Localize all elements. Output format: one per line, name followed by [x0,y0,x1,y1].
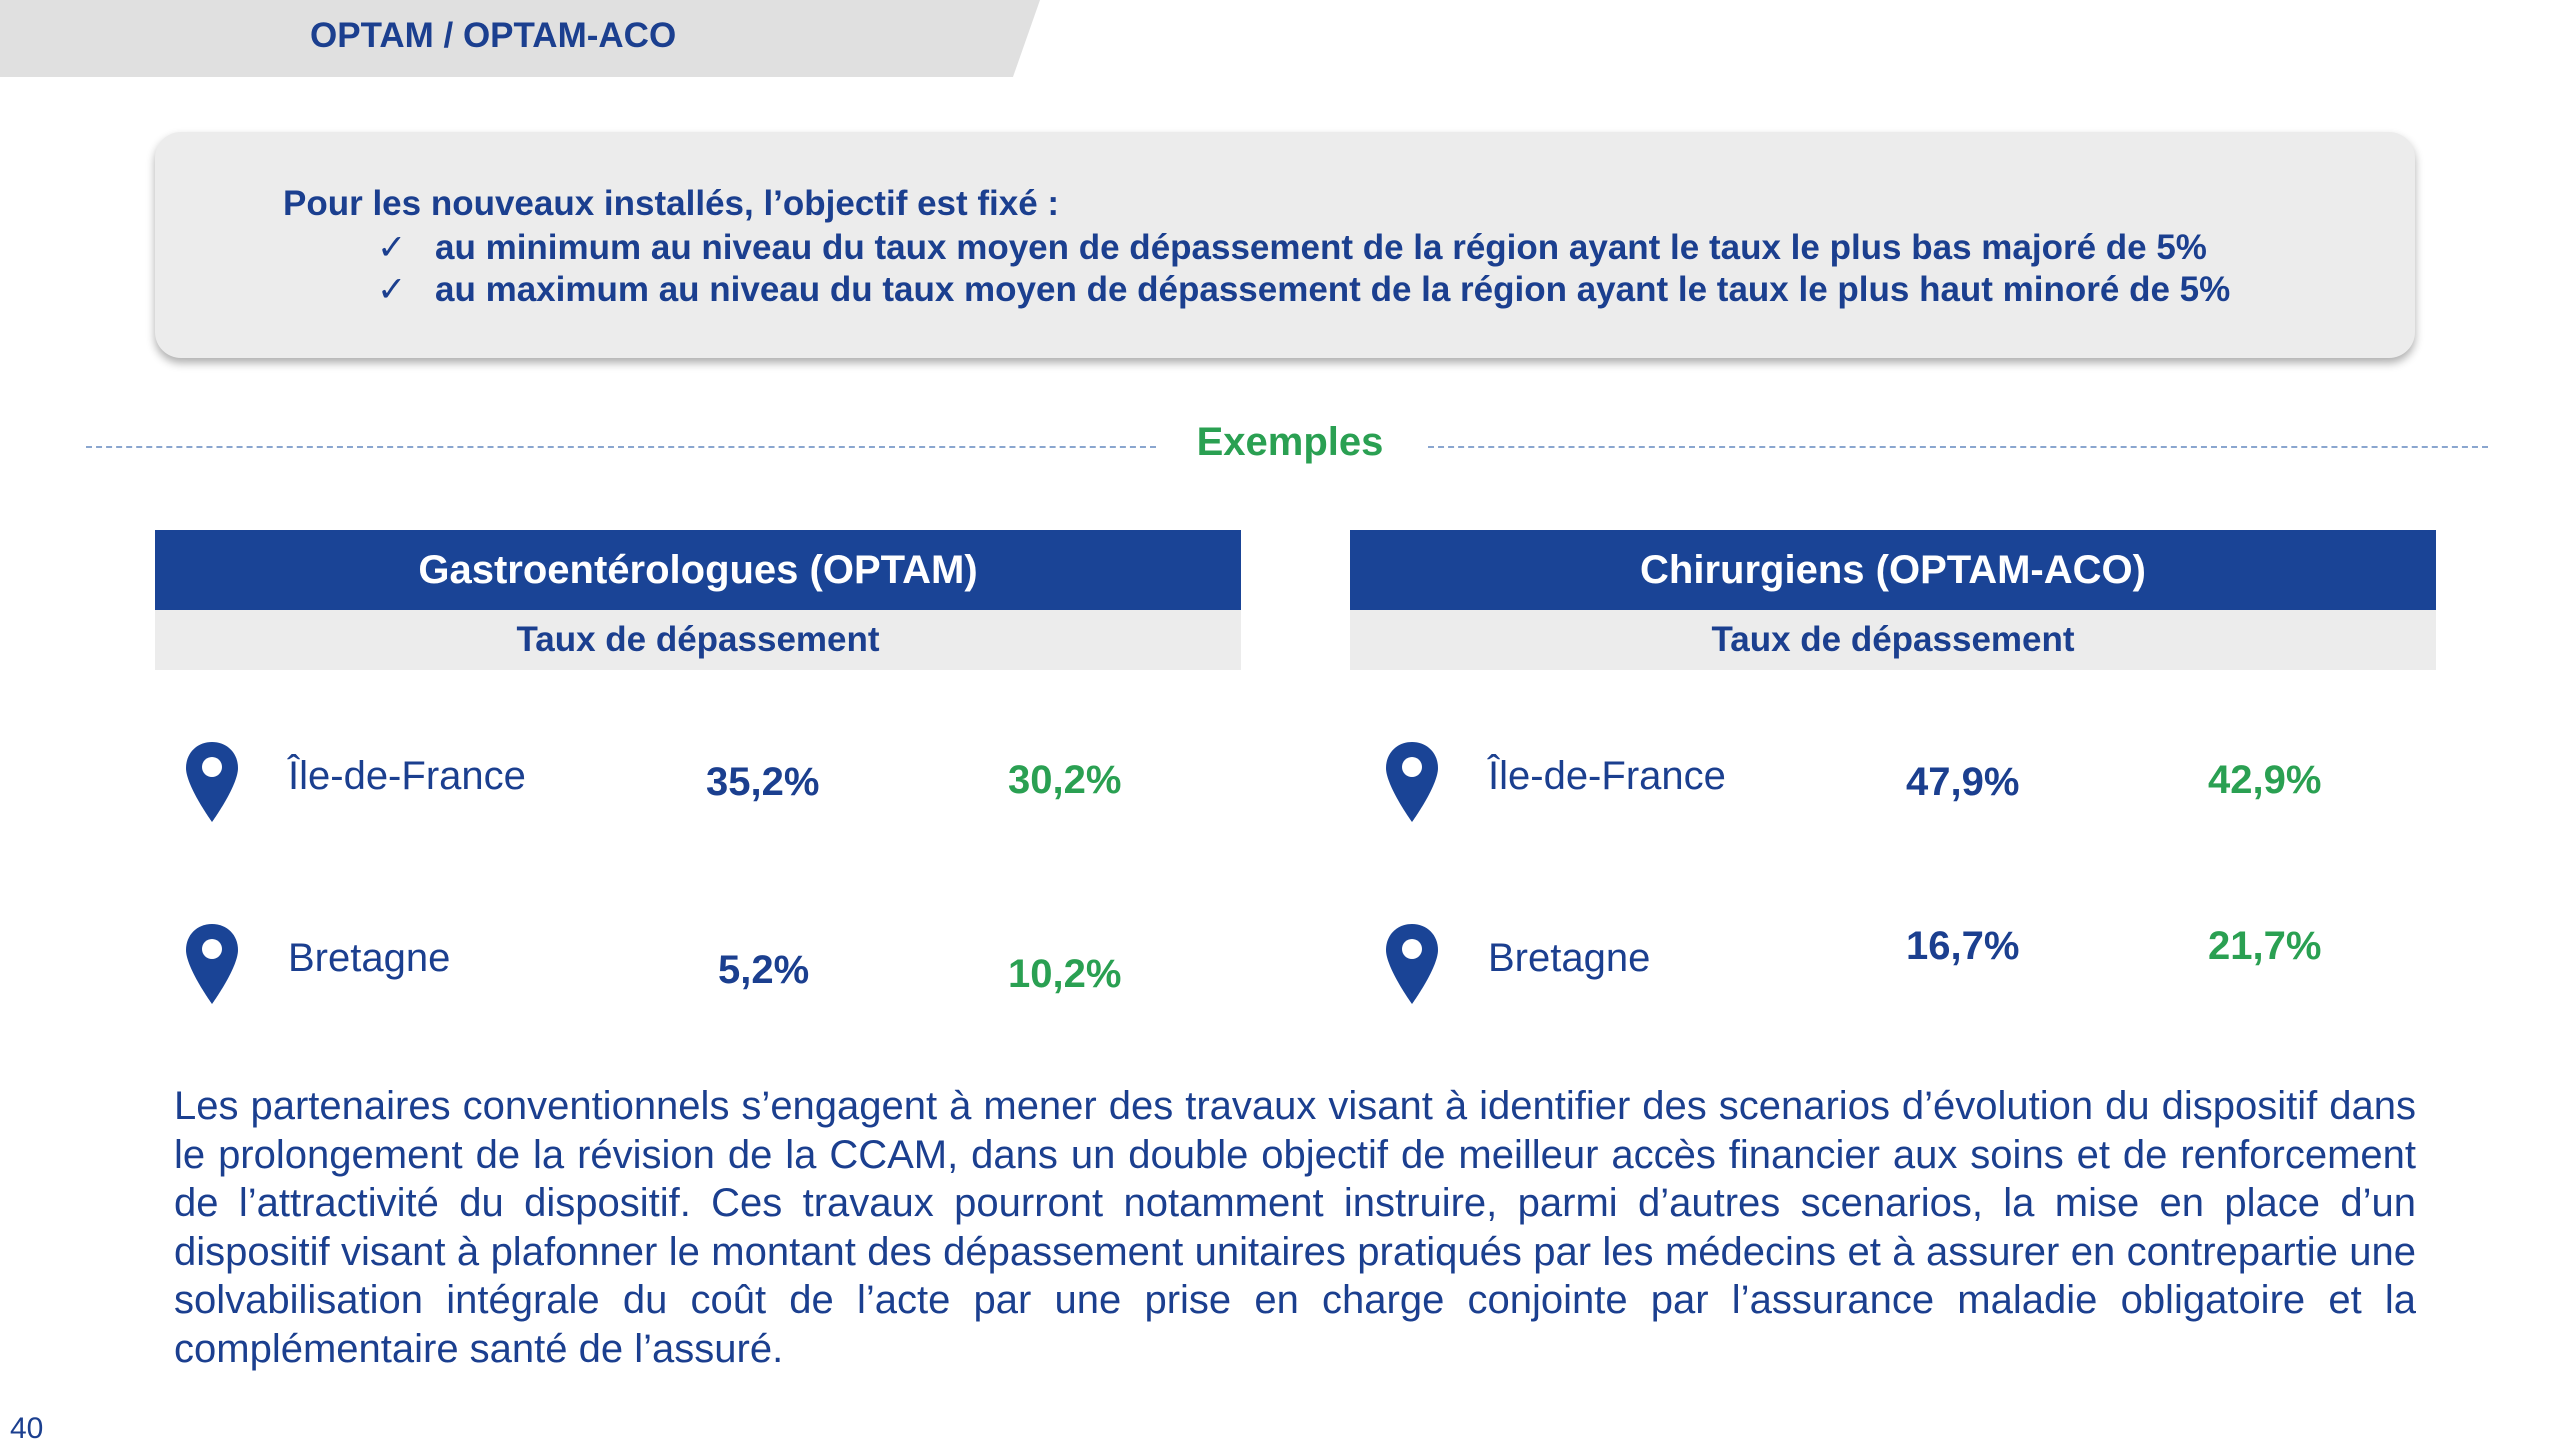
location-pin-icon [186,742,238,822]
region-name: Bretagne [1488,936,1651,980]
target-rate-value: 21,7% [2208,924,2322,968]
objective-line-minimum: ✓ au minimum au niveau du taux moyen de d… [377,228,2207,268]
divider-left [86,446,1156,448]
objective-line-maximum: ✓ au maximum au niveau du taux moyen de d… [377,270,2230,310]
region-name: Île-de-France [1488,754,1726,798]
rate-value: 16,7% [1906,924,2020,968]
location-pin-icon [1386,924,1438,1004]
card-subtitle-gastro: Taux de dépassement [155,610,1241,670]
objective-line-text: au minimum au niveau du taux moyen de dé… [435,228,2207,267]
objective-intro: Pour les nouveaux installés, l’objectif … [283,184,1060,223]
card-title-gastro: Gastroentérologues (OPTAM) [155,530,1241,610]
rate-value: 35,2% [706,760,820,804]
target-rate-value: 30,2% [1008,758,1122,802]
rate-value: 5,2% [718,948,810,992]
check-icon: ✓ [377,228,407,267]
objective-line-text: au maximum au niveau du taux moyen de dé… [435,270,2231,309]
location-pin-icon [1386,742,1438,822]
page-number: 40 [10,1412,44,1445]
card-subtitle-chirurgiens: Taux de dépassement [1350,610,2436,670]
objective-box: Pour les nouveaux installés, l’objectif … [155,132,2415,358]
target-rate-value: 10,2% [1008,952,1122,996]
location-pin-icon [186,924,238,1004]
header-band [0,0,1040,77]
check-icon: ✓ [377,270,407,309]
page-title: OPTAM / OPTAM-ACO [310,16,677,55]
divider-right [1428,446,2488,448]
examples-title: Exemples [1196,420,1384,464]
region-name: Île-de-France [288,754,526,798]
target-rate-value: 42,9% [2208,758,2322,802]
region-name: Bretagne [288,936,451,980]
body-paragraph: Les partenaires conventionnels s’engagen… [174,1084,2416,1371]
card-title-chirurgiens: Chirurgiens (OPTAM-ACO) [1350,530,2436,610]
rate-value: 47,9% [1906,760,2020,804]
